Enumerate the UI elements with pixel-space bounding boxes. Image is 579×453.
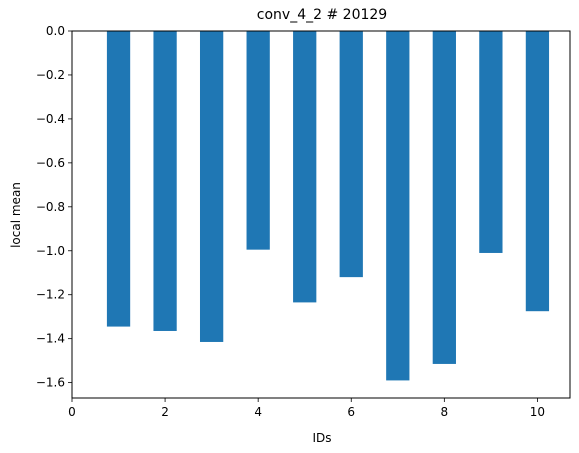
y-tick-label: −1.0 — [36, 244, 65, 258]
bar-id-10 — [525, 31, 550, 312]
y-axis-label: local mean — [9, 182, 23, 248]
x-tick-label: 6 — [347, 405, 355, 419]
bar-id-1 — [106, 31, 131, 327]
bar-id-5 — [293, 31, 317, 303]
bar-id-9 — [479, 31, 503, 253]
y-tick-label: −0.8 — [36, 200, 65, 214]
x-tick-label: 8 — [441, 405, 449, 419]
bar-id-4 — [246, 31, 270, 250]
plot-frame — [71, 30, 571, 399]
bars-group — [106, 31, 550, 381]
bar-id-7 — [386, 31, 410, 381]
bar-id-8 — [432, 31, 456, 364]
x-tick-label: 10 — [530, 405, 545, 419]
y-tick-label: −0.6 — [36, 156, 65, 170]
x-axis-label: IDs — [312, 431, 331, 445]
y-tick-label: −0.4 — [36, 112, 65, 126]
y-tick-label: −1.2 — [36, 288, 65, 302]
x-tick-label: 0 — [68, 405, 76, 419]
y-tick-label: −1.6 — [36, 376, 65, 390]
bar-id-2 — [153, 31, 177, 331]
chart-title: conv_4_2 # 20129 — [257, 7, 387, 23]
y-axis-ticks: 0.0 −0.2 −0.4 −0.6 −0.8 −1.0 −1.2 −1.4 −1.6 — [36, 24, 72, 390]
x-axis-ticks: 0 2 4 6 8 10 — [68, 398, 545, 419]
y-tick-label: −0.2 — [36, 68, 65, 82]
y-tick-label: −1.4 — [36, 332, 65, 346]
bar-id-6 — [339, 31, 363, 278]
x-tick-label: 4 — [254, 405, 262, 419]
x-tick-label: 2 — [161, 405, 169, 419]
bar-id-3 — [199, 31, 224, 342]
y-tick-label: 0.0 — [46, 24, 65, 38]
